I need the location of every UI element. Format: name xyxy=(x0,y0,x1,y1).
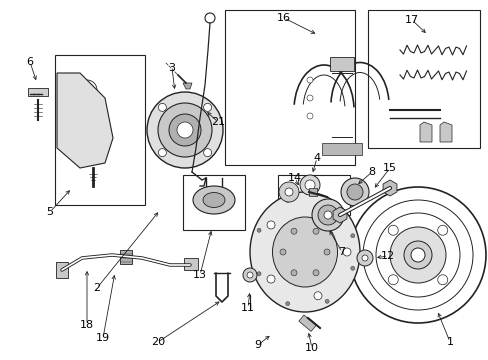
Polygon shape xyxy=(183,83,192,89)
Circle shape xyxy=(266,221,274,229)
Circle shape xyxy=(342,248,350,256)
Circle shape xyxy=(410,248,424,262)
Text: 13: 13 xyxy=(193,270,206,280)
Circle shape xyxy=(177,122,193,138)
Circle shape xyxy=(147,92,223,168)
Circle shape xyxy=(306,113,312,119)
Circle shape xyxy=(305,180,314,190)
Text: 21: 21 xyxy=(210,117,224,127)
Circle shape xyxy=(324,249,329,255)
Text: 2: 2 xyxy=(93,283,101,293)
Circle shape xyxy=(280,249,285,255)
Text: 9: 9 xyxy=(254,340,261,350)
Circle shape xyxy=(317,205,337,225)
Text: 7: 7 xyxy=(338,247,345,257)
Polygon shape xyxy=(57,73,113,168)
Circle shape xyxy=(312,270,318,276)
Bar xyxy=(224,10,354,165)
Circle shape xyxy=(158,103,166,111)
Text: 12: 12 xyxy=(380,251,394,261)
Circle shape xyxy=(78,137,96,155)
Bar xyxy=(329,57,353,71)
Circle shape xyxy=(325,299,328,303)
Bar xyxy=(55,55,145,205)
Polygon shape xyxy=(439,122,451,142)
Circle shape xyxy=(403,241,431,269)
Text: 19: 19 xyxy=(96,333,110,343)
Circle shape xyxy=(158,149,166,157)
Circle shape xyxy=(350,266,354,270)
Circle shape xyxy=(387,275,397,285)
Ellipse shape xyxy=(193,186,235,214)
Text: 4: 4 xyxy=(313,153,320,163)
Text: 15: 15 xyxy=(382,163,396,173)
Bar xyxy=(321,143,361,155)
Circle shape xyxy=(350,234,354,238)
Circle shape xyxy=(311,199,343,231)
Circle shape xyxy=(87,110,103,126)
Circle shape xyxy=(389,227,445,283)
Circle shape xyxy=(437,225,447,235)
Circle shape xyxy=(285,302,289,306)
Circle shape xyxy=(387,225,397,235)
Circle shape xyxy=(77,80,97,100)
Bar xyxy=(56,262,68,278)
Polygon shape xyxy=(332,207,346,223)
Circle shape xyxy=(361,255,367,261)
Bar xyxy=(278,175,349,215)
Circle shape xyxy=(306,77,312,83)
Circle shape xyxy=(340,178,368,206)
Circle shape xyxy=(169,114,201,146)
Circle shape xyxy=(346,184,362,200)
Circle shape xyxy=(246,272,252,278)
Text: 3: 3 xyxy=(168,63,175,73)
Circle shape xyxy=(306,95,312,101)
Text: 1: 1 xyxy=(446,337,452,347)
Text: 14: 14 xyxy=(287,173,302,183)
Text: 5: 5 xyxy=(46,207,53,217)
Circle shape xyxy=(437,275,447,285)
Text: 10: 10 xyxy=(305,343,318,353)
Bar xyxy=(28,88,48,96)
Circle shape xyxy=(313,292,321,300)
Circle shape xyxy=(257,228,261,232)
Text: 6: 6 xyxy=(26,57,34,67)
Circle shape xyxy=(324,211,331,219)
Circle shape xyxy=(290,228,296,234)
Bar xyxy=(367,10,479,148)
Bar xyxy=(120,250,132,264)
Circle shape xyxy=(279,182,298,202)
Circle shape xyxy=(290,270,296,276)
Bar xyxy=(183,258,198,270)
Ellipse shape xyxy=(249,192,359,312)
Bar xyxy=(298,315,316,332)
Circle shape xyxy=(203,149,211,157)
Text: 20: 20 xyxy=(151,337,165,347)
Circle shape xyxy=(313,204,321,212)
Circle shape xyxy=(285,188,292,196)
Text: 8: 8 xyxy=(367,167,375,177)
Circle shape xyxy=(266,275,274,283)
Bar xyxy=(183,175,244,230)
Circle shape xyxy=(203,103,211,111)
Circle shape xyxy=(312,228,318,234)
Bar xyxy=(308,188,316,196)
Text: 18: 18 xyxy=(80,320,94,330)
Circle shape xyxy=(356,250,372,266)
Circle shape xyxy=(325,201,328,205)
Text: 16: 16 xyxy=(276,13,290,23)
Circle shape xyxy=(243,268,257,282)
Circle shape xyxy=(158,103,212,157)
Text: 11: 11 xyxy=(241,303,254,313)
Polygon shape xyxy=(419,122,431,142)
Text: 17: 17 xyxy=(404,15,418,25)
Circle shape xyxy=(285,198,289,202)
Circle shape xyxy=(299,175,319,195)
Polygon shape xyxy=(382,180,396,196)
Circle shape xyxy=(257,272,261,276)
Ellipse shape xyxy=(203,193,224,207)
Ellipse shape xyxy=(272,217,337,287)
